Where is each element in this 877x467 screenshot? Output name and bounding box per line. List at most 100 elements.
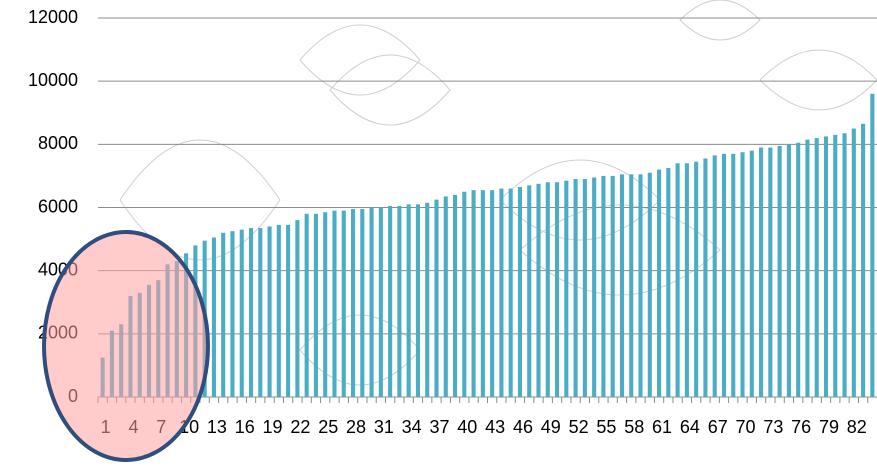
bar — [823, 136, 829, 397]
x-tick-label: 70 — [736, 417, 756, 437]
bar — [471, 190, 476, 397]
bar — [610, 175, 615, 397]
bar — [248, 228, 254, 397]
bar — [805, 139, 810, 398]
x-tick-label: 43 — [485, 417, 505, 437]
bar — [286, 224, 291, 397]
bar — [276, 224, 281, 397]
bar — [740, 152, 745, 397]
bar — [517, 186, 522, 397]
bar — [592, 177, 597, 397]
y-tick-label: 12000 — [28, 7, 78, 27]
bar — [258, 228, 263, 397]
x-tick-label: 82 — [847, 417, 867, 437]
bar — [406, 204, 411, 397]
bar — [369, 207, 374, 397]
bar — [601, 175, 606, 397]
bar — [573, 179, 578, 397]
y-tick-label: 10000 — [28, 70, 78, 90]
x-tick-label: 46 — [513, 417, 533, 437]
bar — [267, 226, 272, 397]
x-tick-label: 73 — [763, 417, 783, 437]
x-tick-label: 79 — [819, 417, 839, 437]
x-tick-label: 61 — [652, 417, 672, 437]
bar — [666, 168, 671, 397]
bar — [842, 133, 847, 397]
x-tick-label: 34 — [402, 417, 422, 437]
x-tick-label: 25 — [318, 417, 338, 437]
bar — [490, 190, 495, 397]
bar — [332, 210, 337, 397]
bar — [657, 169, 662, 397]
bar — [694, 161, 699, 397]
bar — [731, 153, 736, 397]
bar — [378, 207, 383, 397]
bar — [350, 209, 356, 397]
bar — [712, 155, 717, 397]
bar — [749, 150, 754, 397]
bar — [425, 202, 430, 397]
bar — [323, 212, 328, 397]
bar — [388, 205, 393, 397]
bar — [360, 209, 365, 397]
bar — [759, 147, 764, 397]
y-tick-label: 8000 — [38, 133, 78, 153]
bar — [564, 180, 569, 397]
bar — [221, 232, 226, 397]
bar — [647, 172, 652, 397]
bar — [480, 190, 485, 397]
x-tick-label: 16 — [235, 417, 255, 437]
bar — [703, 158, 708, 397]
x-tick-label: 40 — [457, 417, 477, 437]
y-tick-label: 6000 — [38, 196, 78, 216]
bar — [397, 205, 402, 397]
bar — [434, 199, 439, 397]
bar — [675, 163, 680, 397]
highlight-ellipse — [42, 230, 210, 462]
bar — [555, 182, 560, 397]
x-tick-label: 37 — [429, 417, 449, 437]
bar — [870, 93, 875, 398]
bar — [851, 128, 856, 397]
bar — [536, 183, 541, 397]
x-tick-label: 28 — [346, 417, 366, 437]
x-tick-label: 19 — [263, 417, 283, 437]
x-tick-label: 64 — [680, 417, 700, 437]
bar — [295, 220, 300, 397]
x-tick-label: 22 — [290, 417, 310, 437]
bar — [629, 174, 634, 397]
x-tick-label: 67 — [708, 417, 728, 437]
x-tick-label: 55 — [596, 417, 616, 437]
bar — [527, 185, 532, 397]
bar — [211, 237, 216, 397]
x-tick-label: 76 — [791, 417, 811, 437]
bar — [833, 134, 838, 397]
bar — [786, 144, 791, 397]
bar — [619, 174, 625, 397]
bar — [796, 142, 801, 397]
bar — [721, 153, 727, 397]
bar — [545, 182, 550, 397]
bar — [768, 147, 773, 397]
bar — [453, 194, 458, 397]
bar — [415, 204, 420, 397]
x-tick-label: 49 — [541, 417, 561, 437]
bar — [499, 188, 504, 397]
bar — [582, 179, 587, 397]
bar — [443, 196, 448, 397]
bar — [638, 174, 643, 397]
bar — [684, 163, 689, 397]
bar — [304, 213, 309, 397]
x-tick-label: 31 — [374, 417, 394, 437]
bar — [230, 231, 235, 397]
x-tick-label: 58 — [624, 417, 644, 437]
bar — [777, 145, 782, 397]
bar — [239, 229, 244, 397]
bar — [462, 191, 467, 397]
bar — [313, 213, 318, 397]
bar — [508, 188, 513, 397]
bar — [814, 138, 819, 397]
bar — [341, 210, 346, 397]
x-tick-label: 52 — [569, 417, 589, 437]
